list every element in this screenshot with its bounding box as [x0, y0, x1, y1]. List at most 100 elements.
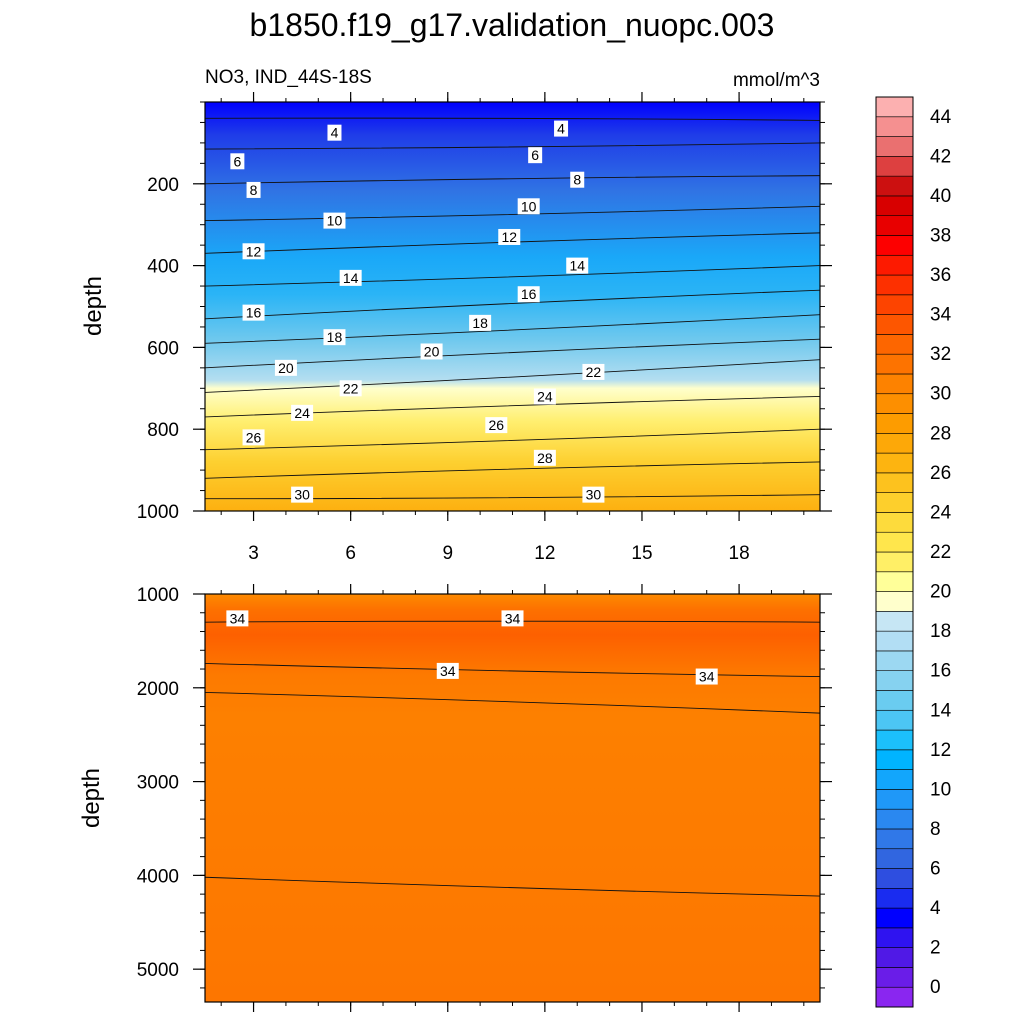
contour-label: 34 [505, 610, 521, 626]
colorbar-swatch [875, 393, 914, 414]
contour-label-box [291, 486, 314, 503]
y-tick-label: 200 [147, 175, 179, 196]
lower-panel-fill [205, 594, 820, 1002]
contour-label-box [230, 153, 245, 170]
colorbar-swatch [875, 650, 914, 671]
contour-line [205, 662, 820, 677]
colorbar-swatch [875, 274, 914, 296]
contour-label-box [226, 610, 249, 627]
colorbar-swatch [875, 452, 914, 474]
contour-line [205, 117, 820, 121]
contour-label-box [533, 388, 556, 405]
contour-label-box [420, 343, 443, 360]
lower-axes: 1000 2000 3000 4000 5000 [137, 584, 832, 1012]
colorbar-label: 8 [930, 819, 941, 840]
colorbar-label: 2 [930, 938, 941, 959]
colorbar-swatch [875, 373, 914, 395]
contour-label: 24 [294, 405, 310, 421]
contour-label: 8 [250, 182, 258, 198]
contour-line [205, 692, 820, 714]
colorbar-swatch [875, 630, 914, 652]
colorbar-swatch [875, 413, 914, 434]
upper-contour-labels: 4 46 6881010121214141616181820202222242426… [230, 120, 605, 503]
colorbar-swatch [875, 512, 914, 533]
contour-label-box [533, 449, 556, 466]
colorbar-swatch [875, 472, 914, 493]
y-tick-label: 600 [147, 338, 179, 359]
lower-y-axis-title: depth [78, 768, 105, 828]
colorbar-label: 30 [930, 384, 951, 405]
chart-units-label: mmol/m^3 [733, 70, 820, 91]
contour-label-box [246, 181, 261, 198]
upper-panel-fill [205, 102, 820, 511]
upper-axes: 3 6 9 12 15 18 200 400 600 800 1000 [137, 92, 832, 564]
contour-label-box [554, 120, 569, 137]
contour-label: 20 [278, 360, 294, 376]
colorbar-swatch [875, 96, 914, 118]
colorbar-swatch [875, 769, 914, 790]
colorbar-swatch [875, 927, 914, 948]
colorbar-label: 4 [930, 898, 941, 919]
contour-label: 8 [573, 172, 581, 188]
contour-line [205, 428, 820, 451]
contour-line [205, 314, 820, 344]
colorbar-label: 34 [930, 305, 952, 326]
contour-label: 6 [531, 147, 539, 163]
contour-label-box [582, 363, 605, 380]
contour-label-box [274, 359, 297, 376]
contour-line [205, 265, 820, 287]
colorbar-swatch [875, 690, 914, 711]
contour-label: 28 [537, 450, 553, 466]
colorbar-swatch [875, 868, 914, 889]
colorbar-swatch [875, 294, 914, 315]
chart-title: b1850.f19_g17.validation_nuopc.003 [250, 7, 775, 43]
y-tick-label: 4000 [137, 866, 179, 887]
contour-label-box [501, 610, 524, 627]
chart-subtitle-left: NO3, IND_44S-18S [205, 67, 372, 88]
contour-label-box [242, 429, 265, 446]
colorbar-label: 32 [930, 344, 951, 365]
contour-line [205, 876, 820, 897]
contour-line [205, 205, 820, 222]
lower-contour-labels: 34 34 34 34 [226, 610, 718, 685]
x-tick-label: 6 [345, 543, 356, 564]
colorbar-swatch [875, 789, 914, 810]
colorbar-swatch [875, 136, 914, 157]
y-tick-label: 2000 [137, 679, 179, 700]
colorbar-label: 38 [930, 225, 951, 246]
contour-label-box [323, 329, 346, 346]
colorbar-swatch [875, 591, 914, 612]
y-tick-label: 1000 [137, 585, 179, 606]
y-tick-label: 5000 [137, 960, 179, 981]
contour-label: 34 [230, 610, 246, 626]
colorbar-label: 0 [930, 977, 941, 998]
x-tick-label: 15 [631, 543, 652, 564]
contour-label: 16 [521, 286, 537, 302]
colorbar-swatch [875, 808, 914, 830]
colorbar-label: 44 [930, 107, 952, 128]
contour-label: 22 [586, 364, 602, 380]
contour-label-box [517, 198, 540, 215]
contour-label-box [566, 257, 589, 274]
x-tick-label: 3 [248, 543, 259, 564]
contour-label-box [327, 124, 342, 141]
upper-y-axis-title: depth [80, 276, 107, 336]
contour-label: 26 [246, 429, 262, 445]
colorbar-label: 26 [930, 463, 951, 484]
contour-label-box [528, 147, 543, 164]
contour-label: 34 [440, 663, 456, 679]
colorbar-label: 6 [930, 859, 941, 880]
contour-line [205, 461, 820, 479]
contour-label-box [469, 314, 492, 331]
y-tick-label: 3000 [137, 773, 179, 794]
colorbar-swatch [875, 254, 914, 276]
colorbar-swatch [875, 947, 914, 968]
contour-label-box [498, 228, 521, 245]
colorbar-label: 18 [930, 621, 951, 642]
lower-panel: 34 34 34 34 1000 2000 3000 4000 5000 depth [78, 584, 832, 1012]
contour-label-box [339, 380, 362, 397]
contour-label: 26 [489, 417, 505, 433]
y-tick-label: 800 [147, 420, 179, 441]
colorbar-swatch [875, 709, 914, 731]
colorbar-label: 40 [930, 186, 951, 207]
